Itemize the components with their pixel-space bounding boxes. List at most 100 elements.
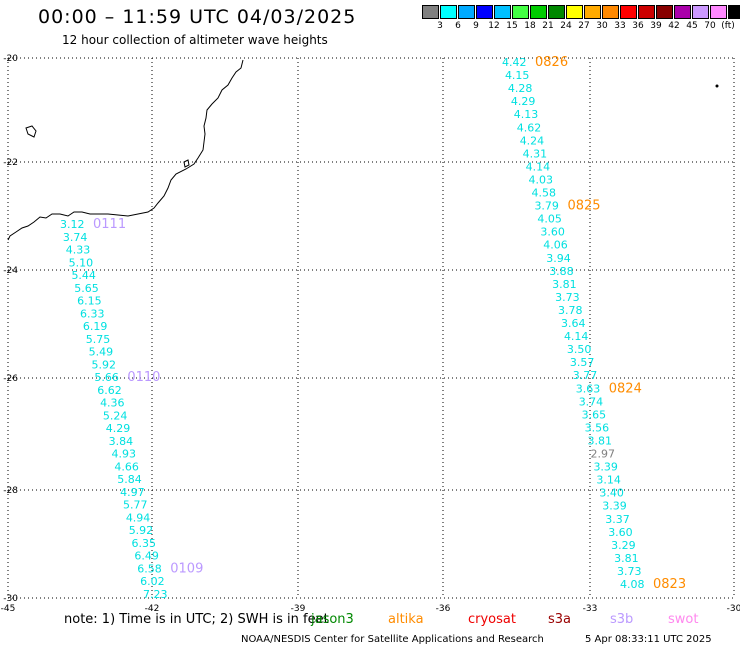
mission-jason3: jason3 bbox=[311, 612, 354, 627]
mission-altika: altika bbox=[388, 612, 424, 627]
scale-label: 6 bbox=[455, 21, 461, 31]
x-tick-label: -36 bbox=[436, 604, 451, 614]
swh-value: 4.42 bbox=[502, 56, 527, 69]
swh-value: 4.36 bbox=[100, 397, 125, 410]
swh-value: 3.88 bbox=[549, 265, 574, 278]
y-tick-label: -24 bbox=[3, 266, 18, 276]
swh-value: 5.24 bbox=[103, 409, 128, 422]
scale-label: 39 bbox=[650, 21, 662, 31]
scale-label: 36 bbox=[632, 21, 644, 31]
scale-label: 24 bbox=[560, 21, 572, 31]
swh-value: 3.73 bbox=[555, 291, 580, 304]
scale-label: 30 bbox=[596, 21, 608, 31]
swh-value: 4.94 bbox=[126, 511, 150, 524]
swh-value: 3.57 bbox=[570, 356, 595, 369]
swh-value: 4.03 bbox=[529, 173, 554, 186]
swh-value: 3.94 bbox=[546, 252, 571, 265]
swh-value: 3.78 bbox=[558, 304, 583, 317]
x-tick-label: -33 bbox=[583, 604, 598, 614]
scale-swatch bbox=[674, 5, 691, 19]
swh-value: 4.93 bbox=[112, 448, 137, 461]
swh-value: 5.77 bbox=[123, 499, 148, 512]
swh-value: 7.23 bbox=[143, 588, 168, 601]
x-tick-label: -39 bbox=[291, 604, 306, 614]
swh-value: 3.14 bbox=[596, 474, 621, 487]
swh-value: 4.13 bbox=[514, 108, 539, 121]
swh-value: 4.14 bbox=[526, 160, 551, 173]
swh-value: 4.31 bbox=[523, 147, 548, 160]
swh-value: 4.97 bbox=[120, 486, 145, 499]
swh-value: 5.75 bbox=[86, 333, 111, 346]
mission-swot: swot bbox=[668, 612, 699, 627]
scale-swatch bbox=[728, 5, 740, 19]
scale-swatch bbox=[530, 5, 547, 19]
scale-label: 3 bbox=[437, 21, 443, 31]
pass-time-label: 0826 bbox=[535, 55, 568, 70]
color-scale-labels: 3 6 9 12 15 18 21 24 27 30 33 36 39 42 45 70 (ft) bbox=[422, 21, 740, 33]
swh-value: 3.74 bbox=[579, 395, 604, 408]
scale-swatch bbox=[512, 5, 529, 19]
swh-value: 3.56 bbox=[585, 421, 610, 434]
swh-value: 6.19 bbox=[83, 320, 108, 333]
scale-label: 9 bbox=[473, 21, 479, 31]
swh-value: 3.79 bbox=[534, 200, 559, 213]
swh-value: 5.66 bbox=[94, 371, 119, 384]
y-tick-label: -22 bbox=[3, 158, 18, 168]
color-scale bbox=[422, 5, 740, 19]
swh-value: 5.49 bbox=[89, 346, 114, 359]
swh-value: 3.74 bbox=[63, 231, 88, 244]
swh-value: 6.35 bbox=[132, 537, 157, 550]
swh-value: 4.28 bbox=[508, 82, 533, 95]
scale-label: 45 bbox=[686, 21, 698, 31]
swh-value: 5.92 bbox=[91, 358, 116, 371]
swh-value: 3.60 bbox=[608, 526, 633, 539]
swh-value: 4.24 bbox=[520, 134, 545, 147]
pass-time-label: 0825 bbox=[567, 199, 600, 214]
x-tick-label: -42 bbox=[145, 604, 160, 614]
scale-label: 15 bbox=[506, 21, 518, 31]
swh-value: 6.49 bbox=[134, 550, 159, 563]
swh-value: 4.05 bbox=[537, 213, 562, 226]
footnote: note: 1) Time is in UTC; 2) SWH is in fe… bbox=[64, 612, 329, 627]
scale-swatch bbox=[422, 5, 439, 19]
scale-label: 12 bbox=[488, 21, 500, 31]
scale-label: 70 bbox=[704, 21, 716, 31]
pass-time-label: 0824 bbox=[609, 381, 642, 396]
map-point bbox=[715, 84, 719, 88]
swh-value: 6.02 bbox=[140, 575, 165, 588]
x-tick-label: -30 bbox=[727, 604, 740, 614]
swh-value: 3.81 bbox=[588, 434, 613, 447]
swh-value: 3.39 bbox=[602, 500, 627, 513]
swh-value: 4.14 bbox=[564, 330, 589, 343]
scale-swatch bbox=[476, 5, 493, 19]
scale-swatch bbox=[440, 5, 457, 19]
mission-s3a: s3a bbox=[548, 612, 572, 627]
pass-time-label: 0823 bbox=[653, 577, 686, 592]
mission-s3b: s3b bbox=[610, 612, 634, 627]
swh-value: 4.08 bbox=[620, 578, 645, 591]
footer-timestamp: 5 Apr 08:33:11 UTC 2025 bbox=[585, 634, 712, 645]
scale-label: 21 bbox=[542, 21, 554, 31]
swh-value: 4.66 bbox=[114, 460, 138, 473]
scale-swatch bbox=[548, 5, 565, 19]
scale-swatch bbox=[584, 5, 601, 19]
swh-value: 3.77 bbox=[573, 369, 598, 382]
y-tick-label: -20 bbox=[3, 54, 18, 64]
pass-time-label: 0110 bbox=[127, 370, 160, 385]
scale-label: 42 bbox=[668, 21, 680, 31]
swh-value: 5.65 bbox=[74, 282, 99, 295]
swh-value: 5.10 bbox=[69, 256, 94, 269]
scale-label: 18 bbox=[524, 21, 536, 31]
swh-value: 4.58 bbox=[532, 187, 557, 200]
scale-swatch bbox=[566, 5, 583, 19]
swh-tracks: 3.123.744.335.105.445.656.156.336.195.75… bbox=[60, 55, 686, 601]
swh-value: 5.92 bbox=[129, 524, 154, 537]
swh-value: 3.12 bbox=[60, 218, 85, 231]
swh-value: 4.29 bbox=[511, 95, 535, 108]
page-title: 00:00 – 11:59 UTC 04/03/2025 bbox=[38, 6, 357, 28]
scale-label: 33 bbox=[614, 21, 626, 31]
swh-value: 6.58 bbox=[137, 562, 162, 575]
coastline bbox=[7, 59, 244, 241]
swh-value: 4.29 bbox=[106, 422, 131, 435]
